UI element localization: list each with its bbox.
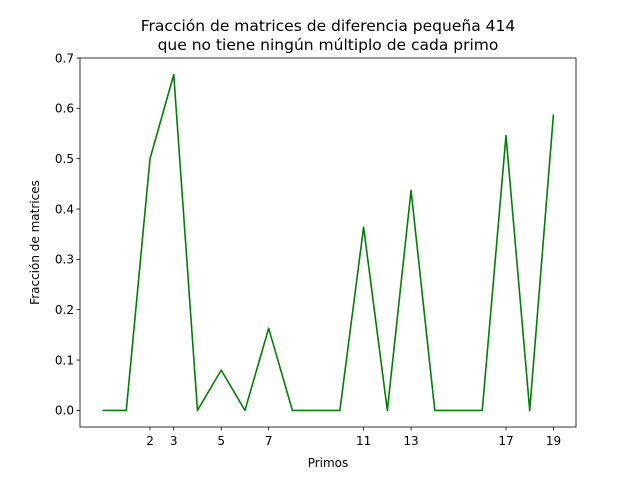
y-tick-label: 0.3 bbox=[55, 253, 74, 267]
y-tick-label: 0.0 bbox=[55, 404, 74, 418]
x-axis-label: Primos bbox=[308, 456, 349, 470]
x-axis: 2 3 5 7 11 13 17 19 bbox=[146, 427, 561, 448]
y-tick-label: 0.6 bbox=[55, 102, 74, 116]
chart-title-line-2: que no tiene ningún múltiplo de cada pri… bbox=[158, 36, 499, 54]
plot-area bbox=[79, 57, 577, 428]
y-tick-label: 0.2 bbox=[55, 303, 74, 317]
x-tick-label: 11 bbox=[356, 434, 371, 448]
x-tick-label: 2 bbox=[146, 434, 154, 448]
y-tick-label: 0.5 bbox=[55, 152, 74, 166]
x-tick-label: 5 bbox=[217, 434, 225, 448]
y-tick-label: 0.4 bbox=[55, 202, 74, 216]
y-tick-label: 0.1 bbox=[55, 353, 74, 367]
x-tick-label: 19 bbox=[546, 434, 561, 448]
y-tick-label: 0.7 bbox=[55, 51, 74, 65]
x-tick-label: 7 bbox=[265, 434, 273, 448]
series-group bbox=[102, 73, 555, 412]
x-tick-label: 3 bbox=[170, 434, 178, 448]
y-axis-label: Fracción de matrices bbox=[28, 180, 42, 305]
chart-title-line-1: Fracción de matrices de diferencia peque… bbox=[141, 17, 515, 35]
series-line bbox=[102, 73, 555, 412]
x-tick-label: 13 bbox=[403, 434, 418, 448]
y-axis: 0.0 0.1 0.2 0.3 0.4 0.5 0.6 0.7 bbox=[55, 51, 80, 418]
x-tick-label: 17 bbox=[498, 434, 513, 448]
